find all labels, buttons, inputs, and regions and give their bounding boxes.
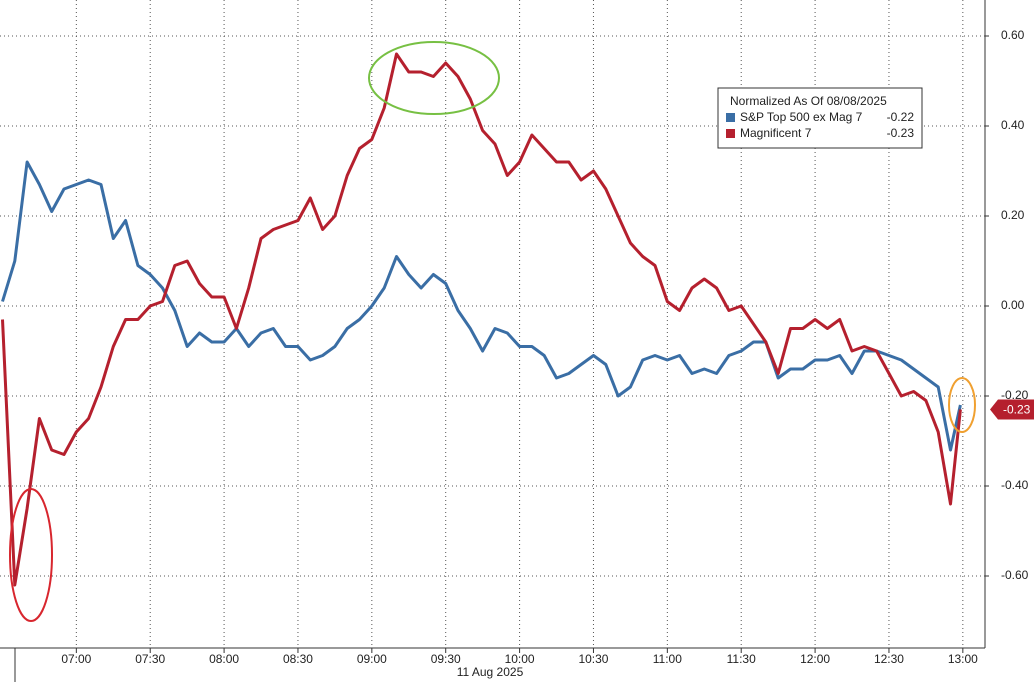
legend-swatch xyxy=(726,113,735,122)
x-tick-label: 09:00 xyxy=(357,652,387,666)
y-tick-label: 0.40 xyxy=(1001,118,1025,132)
x-tick-label: 07:30 xyxy=(135,652,165,666)
grid xyxy=(0,0,985,648)
x-tick-label: 13:00 xyxy=(948,652,978,666)
x-tick-label: 12:30 xyxy=(874,652,904,666)
y-tick-label: -0.40 xyxy=(1001,478,1029,492)
x-tick-label: 08:00 xyxy=(209,652,239,666)
x-tick-label: 09:30 xyxy=(431,652,461,666)
lines xyxy=(1,52,962,587)
highlight-ellipse xyxy=(9,488,53,622)
x-tick-label: 07:00 xyxy=(61,652,91,666)
legend-value: -0.23 xyxy=(887,126,915,140)
legend: Normalized As Of 08/08/2025 S&P Top 500 … xyxy=(717,87,923,149)
x-tick-label: 08:30 xyxy=(283,652,313,666)
legend-label: Magnificent 7 xyxy=(740,126,812,140)
series-line xyxy=(1,52,962,587)
legend-value: -0.22 xyxy=(887,110,915,124)
x-tick-label: 12:00 xyxy=(800,652,830,666)
tag-label: -0.23 xyxy=(1003,403,1031,417)
y-tick-label: 0.60 xyxy=(1001,28,1025,42)
legend-title: Normalized As Of 08/08/2025 xyxy=(730,94,887,108)
tag-shape xyxy=(990,399,1034,420)
series-line xyxy=(1,160,962,452)
legend-box xyxy=(717,87,923,149)
x-tick-label: 11:00 xyxy=(653,652,682,666)
last-value-tag: -0.23 xyxy=(990,399,1034,420)
y-tick-label: 0.20 xyxy=(1001,208,1025,222)
y-tick-label: 0.00 xyxy=(1001,298,1025,312)
legend-label: S&P Top 500 ex Mag 7 xyxy=(740,110,863,124)
x-tick-label: 11:30 xyxy=(727,652,756,666)
x-tick-label: 10:30 xyxy=(578,652,608,666)
legend-swatch xyxy=(726,129,735,138)
x-tick-label: 10:00 xyxy=(505,652,535,666)
y-tick-label: -0.60 xyxy=(1001,568,1029,582)
highlight-ellipse xyxy=(368,41,500,115)
x-axis-label: 11 Aug 2025 xyxy=(457,665,524,679)
y-tick-label: -0.20 xyxy=(1001,388,1029,402)
highlight-ellipse xyxy=(948,377,976,433)
